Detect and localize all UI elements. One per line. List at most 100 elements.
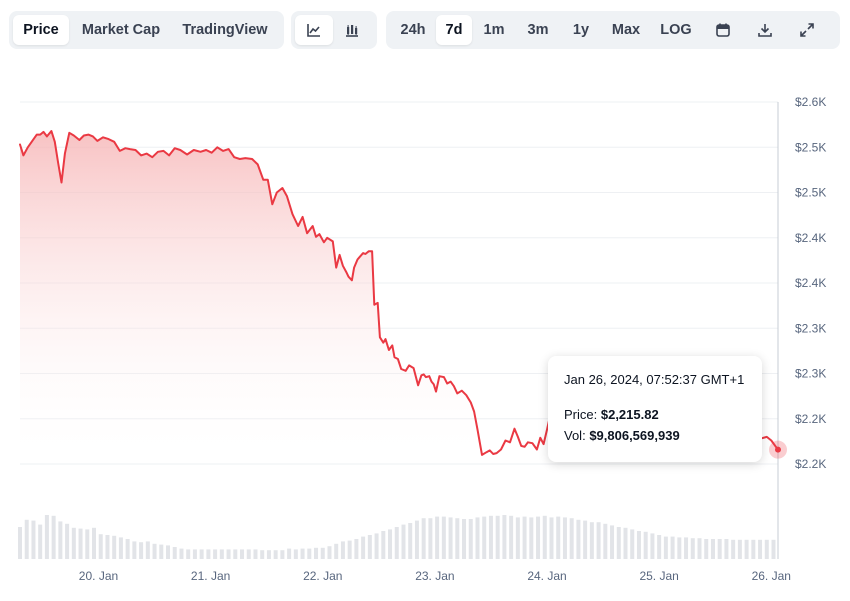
volume-bar xyxy=(414,520,419,559)
tab-price[interactable]: Price xyxy=(13,15,69,45)
volume-bar xyxy=(764,539,769,559)
volume-bar xyxy=(408,523,413,559)
volume-bar xyxy=(576,519,581,559)
volume-bar xyxy=(340,541,345,559)
volume-bar xyxy=(71,527,76,559)
price-tooltip: Jan 26, 2024, 07:52:37 GMT+1 Price: $2,2… xyxy=(548,356,762,462)
volume-bar xyxy=(206,549,211,559)
y-tick-label: $2.4K xyxy=(795,231,826,245)
volume-bar xyxy=(529,517,534,559)
volume-bar xyxy=(266,550,271,559)
expand-icon xyxy=(800,23,814,37)
y-tick-label: $2.2K xyxy=(795,457,826,471)
volume-bar xyxy=(192,549,197,559)
volume-bar xyxy=(610,525,615,559)
volume-bar xyxy=(724,539,729,559)
volume-bar xyxy=(85,529,90,559)
x-tick-label: 24. Jan xyxy=(527,569,566,583)
volume-bar xyxy=(186,549,191,559)
range-1y[interactable]: 1y xyxy=(572,22,590,38)
view-tab-group: Price Market Cap TradingView xyxy=(9,11,284,49)
volume-bar xyxy=(226,549,231,559)
volume-bar xyxy=(44,515,49,559)
range-24h[interactable]: 24h xyxy=(400,22,426,38)
tooltip-price-row: Price: $2,215.82 xyxy=(564,407,746,422)
volume-bar xyxy=(300,548,305,559)
price-area-fill xyxy=(20,131,778,464)
candlestick-chart-button[interactable] xyxy=(333,15,371,45)
volume-bar xyxy=(246,549,251,559)
y-tick-label: $2.6K xyxy=(795,95,826,109)
range-7d[interactable]: 7d xyxy=(436,15,472,45)
calendar-button[interactable] xyxy=(702,15,744,45)
range-3m[interactable]: 3m xyxy=(527,22,549,38)
volume-bar xyxy=(468,519,473,559)
calendar-icon xyxy=(716,23,730,37)
volume-bar xyxy=(31,520,36,559)
x-tick-label: 21. Jan xyxy=(191,569,230,583)
volume-bar xyxy=(684,537,689,559)
range-1m[interactable]: 1m xyxy=(483,22,505,38)
time-range-group: 24h 7d 1m 3m 1y Max LOG xyxy=(386,11,840,49)
volume-bar xyxy=(381,531,386,559)
tooltip-vol-label: Vol: xyxy=(564,428,586,443)
volume-bar xyxy=(307,548,312,559)
volume-bar xyxy=(374,533,379,559)
log-scale-toggle[interactable]: LOG xyxy=(660,22,692,38)
volume-bar xyxy=(314,547,319,559)
line-chart-button[interactable] xyxy=(295,15,333,45)
volume-bar xyxy=(697,538,702,559)
tab-tradingview[interactable]: TradingView xyxy=(182,22,268,38)
y-tick-label: $2.3K xyxy=(795,367,826,381)
volume-bar xyxy=(589,522,594,559)
download-icon xyxy=(758,24,772,37)
volume-bar xyxy=(462,519,467,559)
range-max[interactable]: Max xyxy=(611,22,641,38)
candlestick-chart-icon xyxy=(346,25,358,37)
tooltip-price-value: $2,215.82 xyxy=(600,407,659,422)
volume-bar xyxy=(710,539,715,559)
volume-bar xyxy=(354,539,359,559)
volume-bar xyxy=(219,549,224,559)
y-tick-label: $2.3K xyxy=(795,321,826,335)
volume-bar xyxy=(663,536,668,559)
volume-bar xyxy=(38,524,43,559)
volume-bar xyxy=(771,539,776,559)
volume-bar xyxy=(549,517,554,559)
volume-bar xyxy=(455,518,460,559)
volume-bar xyxy=(273,550,278,559)
volume-bar xyxy=(401,524,406,559)
volume-bar xyxy=(394,527,399,559)
volume-bar xyxy=(388,529,393,559)
volume-bar xyxy=(421,518,426,559)
volume-bar xyxy=(643,531,648,559)
volume-bar xyxy=(536,516,541,559)
volume-bar xyxy=(556,516,561,559)
volume-bar xyxy=(51,515,56,559)
y-tick-label: $2.5K xyxy=(795,140,826,154)
volume-bar xyxy=(118,537,123,559)
tab-market-cap[interactable]: Market Cap xyxy=(81,22,161,38)
volume-bar xyxy=(657,535,662,559)
price-line xyxy=(19,130,779,456)
volume-bar xyxy=(125,539,130,559)
volume-bar xyxy=(112,535,117,559)
download-button[interactable] xyxy=(744,15,786,45)
volume-bar xyxy=(367,535,372,559)
expand-button[interactable] xyxy=(786,15,828,45)
volume-bar xyxy=(583,520,588,559)
volume-bar xyxy=(636,531,641,559)
x-axis: 20. Jan 21. Jan 22. Jan 23. Jan 24. Jan 25. J… xyxy=(79,569,791,583)
chart-type-group xyxy=(291,11,377,49)
volume-bar xyxy=(347,540,352,559)
volume-bar xyxy=(18,527,22,559)
volume-bar xyxy=(650,533,655,559)
y-tick-label: $2.4K xyxy=(795,276,826,290)
tooltip-price-label: Price: xyxy=(564,407,598,422)
volume-bar xyxy=(132,541,137,559)
volume-bar xyxy=(78,528,83,559)
volume-bar xyxy=(152,543,157,559)
volume-bar xyxy=(361,536,366,559)
volume-bar xyxy=(717,539,722,559)
